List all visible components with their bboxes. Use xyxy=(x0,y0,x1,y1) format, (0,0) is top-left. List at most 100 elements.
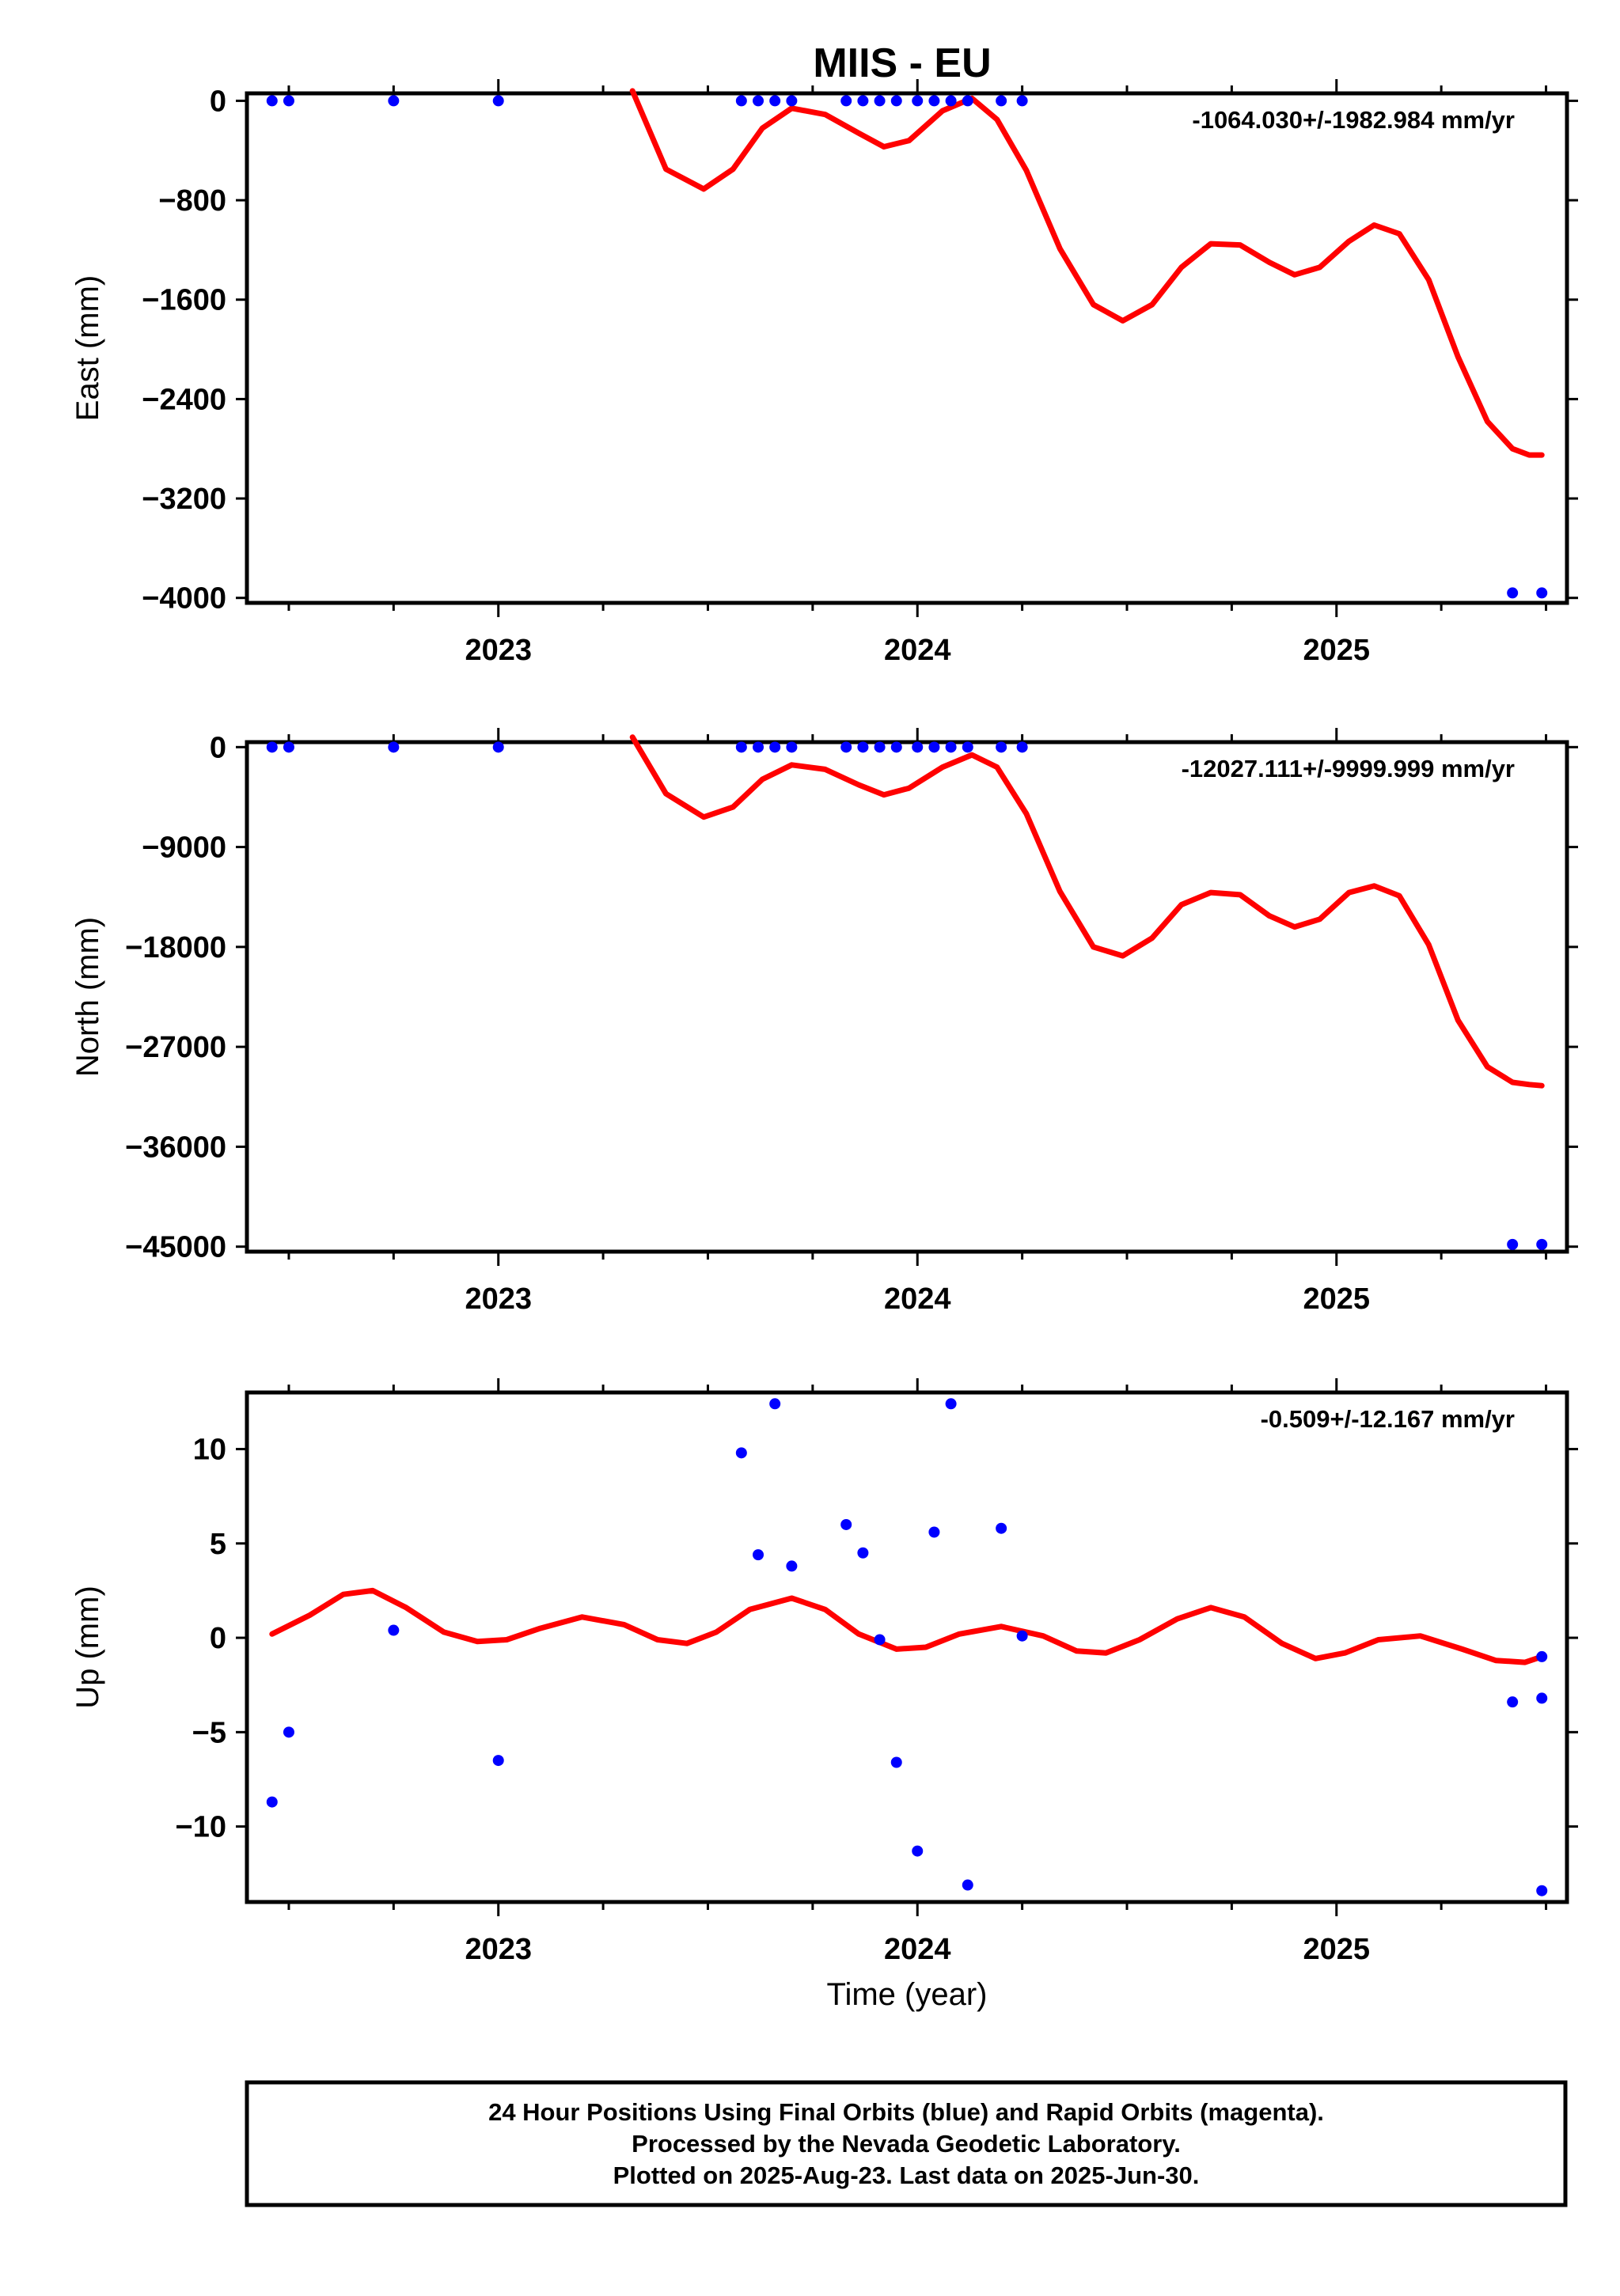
y-tick-label: 0 xyxy=(210,1622,226,1655)
footer-line-3: Plotted on 2025-Aug-23. Last data on 202… xyxy=(613,2161,1200,2189)
x-tick-label: 2024 xyxy=(884,1933,951,1966)
data-point xyxy=(735,741,747,753)
data-point xyxy=(996,1522,1007,1534)
data-point xyxy=(890,741,902,753)
y-tick-label: 0 xyxy=(210,731,226,764)
x-tick-label: 2025 xyxy=(1303,1933,1370,1966)
data-point xyxy=(786,95,798,107)
data-point xyxy=(266,95,278,107)
model-curve xyxy=(629,88,1545,458)
model-curve xyxy=(629,734,1545,1089)
y-axis-label: East (mm) xyxy=(70,275,105,421)
data-point xyxy=(1016,95,1028,107)
rate-annotation: -0.509+/-12.167 mm/yr xyxy=(1261,1405,1515,1433)
y-tick-label: −27000 xyxy=(125,1031,226,1064)
y-tick-label: 10 xyxy=(193,1434,226,1467)
data-point xyxy=(962,741,973,753)
y-tick-label: −9000 xyxy=(142,832,226,865)
plot-frame xyxy=(245,1390,1569,1904)
y-tick-label: −10 xyxy=(176,1811,226,1844)
model-curve xyxy=(269,1587,1545,1665)
data-point xyxy=(962,1879,973,1891)
x-tick-label: 2024 xyxy=(884,1283,951,1316)
y-axis-label: North (mm) xyxy=(70,917,105,1077)
data-point xyxy=(912,95,924,107)
data-point xyxy=(1536,1238,1548,1250)
data-point xyxy=(753,1549,764,1561)
data-point xyxy=(1536,1650,1548,1662)
data-point xyxy=(753,95,764,107)
data-point xyxy=(283,1726,294,1738)
data-point xyxy=(996,95,1007,107)
data-point xyxy=(735,95,747,107)
north-panel: 0 −9000 −18000 −27000 −36000 −45000 2023 2024 20… xyxy=(70,728,1578,1316)
up-panel: 10 5 0 −5 −10 2023 2024 2025 Up (mm) Time (year) -… xyxy=(70,1378,1578,2012)
x-tick-label: 2023 xyxy=(465,1283,532,1316)
figure-title: MIIS - EU xyxy=(813,40,991,86)
rate-annotation: -1064.030+/-1982.984 mm/yr xyxy=(1192,106,1515,134)
data-point xyxy=(1536,1692,1548,1704)
east-panel: 0 −800 −1600 −2400 −3200 −4000 2023 2024 2025 Eas… xyxy=(70,79,1578,667)
y-tick-label: −5 xyxy=(192,1716,226,1749)
y-tick-label: −4000 xyxy=(142,582,226,616)
data-point xyxy=(1507,587,1519,599)
data-point xyxy=(735,1447,747,1459)
data-point xyxy=(388,1624,400,1636)
data-point xyxy=(769,741,781,753)
y-tick-label: −18000 xyxy=(125,931,226,964)
data-point xyxy=(769,95,781,107)
data-point xyxy=(912,1845,924,1857)
footer-box xyxy=(245,2080,1568,2207)
x-tick-label: 2025 xyxy=(1303,1283,1370,1316)
data-point xyxy=(283,95,294,107)
data-point xyxy=(1507,1696,1519,1708)
data-point xyxy=(769,1398,781,1410)
footer-line-1: 24 Hour Positions Using Final Orbits (bl… xyxy=(488,2098,1324,2126)
data-point xyxy=(388,95,400,107)
footer-line-2: Processed by the Nevada Geodetic Laborat… xyxy=(632,2130,1181,2158)
y-tick-label: −45000 xyxy=(125,1231,226,1264)
x-tick-label: 2024 xyxy=(884,634,951,667)
x-tick-label: 2023 xyxy=(465,1933,532,1966)
y-tick-label: −800 xyxy=(158,184,226,218)
data-point xyxy=(874,1634,886,1646)
data-point xyxy=(492,95,504,107)
data-point xyxy=(492,1755,504,1767)
data-point xyxy=(266,741,278,753)
data-point xyxy=(840,1518,852,1530)
data-point xyxy=(912,741,924,753)
data-point xyxy=(388,741,400,753)
plot-frame xyxy=(245,740,1569,1254)
data-point xyxy=(928,95,940,107)
data-point xyxy=(1536,587,1548,599)
y-tick-label: −2400 xyxy=(142,383,226,416)
data-point xyxy=(928,1526,940,1538)
data-point xyxy=(945,95,957,107)
data-point xyxy=(890,95,902,107)
data-point xyxy=(890,1756,902,1768)
data-point xyxy=(857,95,869,107)
data-point xyxy=(840,741,852,753)
data-point xyxy=(996,741,1007,753)
y-tick-label: 5 xyxy=(210,1528,226,1561)
data-point xyxy=(283,741,294,753)
data-point xyxy=(945,741,957,753)
data-point xyxy=(753,741,764,753)
data-point xyxy=(786,741,798,753)
data-point xyxy=(1536,1885,1548,1896)
y-axis-label: Up (mm) xyxy=(70,1586,105,1709)
data-point xyxy=(492,741,504,753)
y-tick-label: −1600 xyxy=(142,284,226,317)
data-point xyxy=(857,1547,869,1559)
data-point xyxy=(945,1398,957,1410)
y-tick-label: 0 xyxy=(210,85,226,118)
y-tick-label: −36000 xyxy=(125,1131,226,1164)
data-point xyxy=(857,741,869,753)
data-point xyxy=(962,95,973,107)
x-axis-label: Time (year) xyxy=(827,1977,988,2012)
x-tick-label: 2023 xyxy=(465,634,532,667)
plot-frame xyxy=(245,91,1569,605)
data-point xyxy=(1507,1238,1519,1250)
data-point xyxy=(874,95,886,107)
